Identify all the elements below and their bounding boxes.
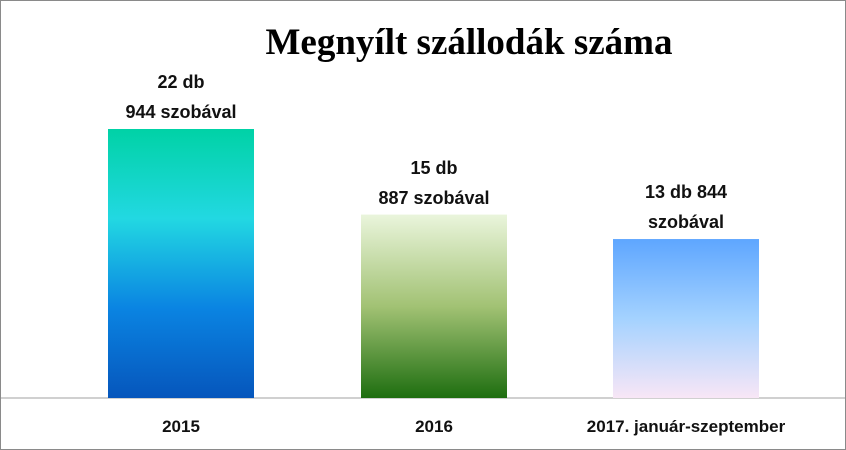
value-label: 15 db 887 szobával (378, 157, 490, 208)
value-label: 13 db 844 szobával (644, 182, 728, 233)
x-tick-label: 2015 (162, 417, 200, 436)
x-tick-label: 2016 (415, 417, 453, 436)
value-label: 22 db 944 szobával (125, 72, 237, 122)
bar (361, 214, 507, 398)
bar (613, 239, 759, 398)
chart-title: Megnyílt szállodák száma (265, 22, 673, 63)
x-tick-label: 2017. január-szeptember (586, 417, 786, 436)
bar (108, 129, 254, 398)
